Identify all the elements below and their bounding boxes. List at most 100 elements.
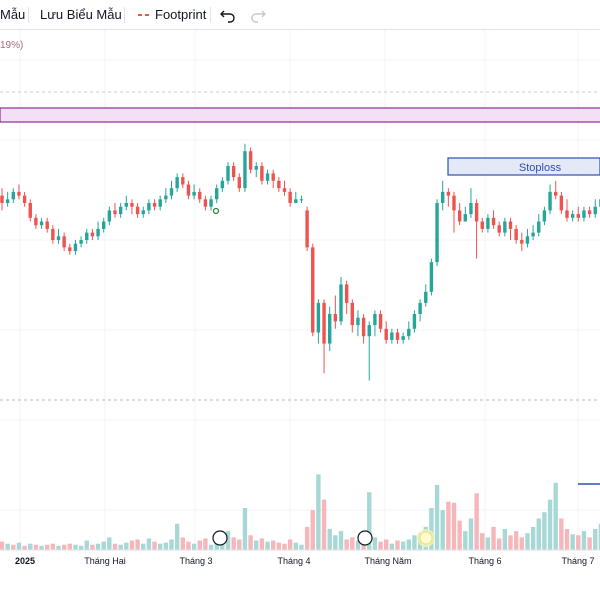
candle[interactable] (85, 228, 89, 244)
save-template-button[interactable]: Lưu Biểu Mẫu (40, 7, 122, 22)
candle[interactable] (441, 180, 445, 211)
candle[interactable] (361, 314, 366, 344)
candle[interactable] (209, 195, 213, 211)
candle[interactable] (503, 217, 507, 237)
candle[interactable] (254, 162, 258, 178)
event-marker[interactable] (212, 530, 228, 546)
candle[interactable] (452, 191, 456, 233)
candle[interactable] (339, 277, 343, 326)
candle[interactable] (424, 284, 428, 307)
candle[interactable] (531, 225, 535, 240)
candle[interactable] (542, 206, 547, 226)
candle[interactable] (90, 228, 95, 240)
candle[interactable] (169, 180, 174, 200)
candle[interactable] (429, 258, 434, 296)
candle[interactable] (203, 195, 208, 211)
candle[interactable] (118, 203, 123, 218)
candle[interactable] (497, 221, 501, 237)
candle[interactable] (474, 199, 479, 259)
candle[interactable] (198, 188, 202, 203)
candle[interactable] (457, 203, 462, 226)
candle[interactable] (265, 169, 270, 185)
candle[interactable] (277, 177, 281, 192)
candle[interactable] (288, 188, 292, 207)
candle[interactable] (73, 240, 78, 255)
candle[interactable] (333, 295, 338, 329)
candle[interactable] (480, 217, 484, 233)
candle[interactable] (350, 299, 354, 333)
candle[interactable] (412, 310, 417, 333)
candle[interactable] (328, 306, 332, 351)
candle[interactable] (45, 217, 49, 233)
candle[interactable] (130, 199, 134, 215)
candle[interactable] (231, 162, 236, 181)
event-marker[interactable] (357, 530, 373, 546)
candle[interactable] (186, 180, 191, 200)
candle[interactable] (373, 310, 377, 337)
candle[interactable] (248, 147, 253, 174)
candle[interactable] (220, 177, 225, 192)
candle[interactable] (525, 228, 530, 248)
footprint-icon[interactable] (137, 0, 151, 30)
candle[interactable] (243, 143, 247, 192)
candle[interactable] (96, 221, 100, 241)
candle[interactable] (215, 184, 219, 204)
candle[interactable] (11, 188, 15, 203)
candle[interactable] (135, 203, 140, 218)
candle[interactable] (401, 332, 405, 344)
candle[interactable] (226, 162, 230, 185)
candle[interactable] (554, 180, 558, 200)
candle[interactable] (537, 214, 541, 237)
candle[interactable] (469, 188, 473, 218)
candle[interactable] (356, 310, 360, 337)
candle[interactable] (316, 299, 321, 344)
candle[interactable] (418, 299, 422, 322)
candle[interactable] (587, 206, 592, 218)
candle[interactable] (260, 162, 264, 185)
candle[interactable] (322, 299, 326, 374)
candle[interactable] (576, 206, 580, 222)
candle[interactable] (570, 210, 575, 222)
candle[interactable] (548, 184, 552, 215)
candle[interactable] (124, 195, 128, 211)
candle[interactable] (62, 232, 66, 252)
candle[interactable] (164, 188, 168, 203)
candle[interactable] (435, 199, 439, 266)
candle[interactable] (508, 217, 513, 240)
candle[interactable] (22, 191, 27, 207)
candle[interactable] (390, 328, 394, 344)
candle[interactable] (593, 199, 597, 218)
candle[interactable] (5, 191, 10, 207)
price-chart[interactable]: 19%) Stoploss 2025 Tháng Hai Tháng 3 Tháng … (0, 30, 600, 600)
candle[interactable] (446, 188, 451, 207)
candle[interactable] (39, 217, 44, 229)
candle[interactable] (378, 310, 383, 333)
candle[interactable] (311, 243, 315, 337)
candle[interactable] (384, 321, 388, 344)
candle[interactable] (102, 217, 106, 233)
candle[interactable] (158, 195, 162, 211)
candle[interactable] (113, 203, 117, 218)
redo-icon[interactable] (250, 0, 266, 30)
candle[interactable] (305, 206, 309, 252)
candle[interactable] (491, 210, 496, 229)
undo-icon[interactable] (220, 0, 236, 30)
candle[interactable] (107, 206, 112, 226)
candle[interactable] (152, 199, 157, 211)
candle[interactable] (56, 228, 61, 244)
candle[interactable] (299, 195, 304, 203)
candle[interactable] (175, 173, 179, 192)
candle[interactable] (271, 169, 275, 189)
candle[interactable] (192, 184, 196, 200)
candle[interactable] (367, 321, 371, 381)
candle[interactable] (147, 199, 151, 215)
candle[interactable] (28, 199, 32, 222)
candle[interactable] (463, 206, 467, 222)
candle[interactable] (344, 280, 349, 314)
candle[interactable] (582, 206, 586, 222)
candle[interactable] (514, 225, 518, 244)
candle[interactable] (79, 236, 83, 248)
candle[interactable] (51, 225, 55, 244)
candle[interactable] (282, 180, 287, 196)
candle[interactable] (17, 184, 21, 200)
